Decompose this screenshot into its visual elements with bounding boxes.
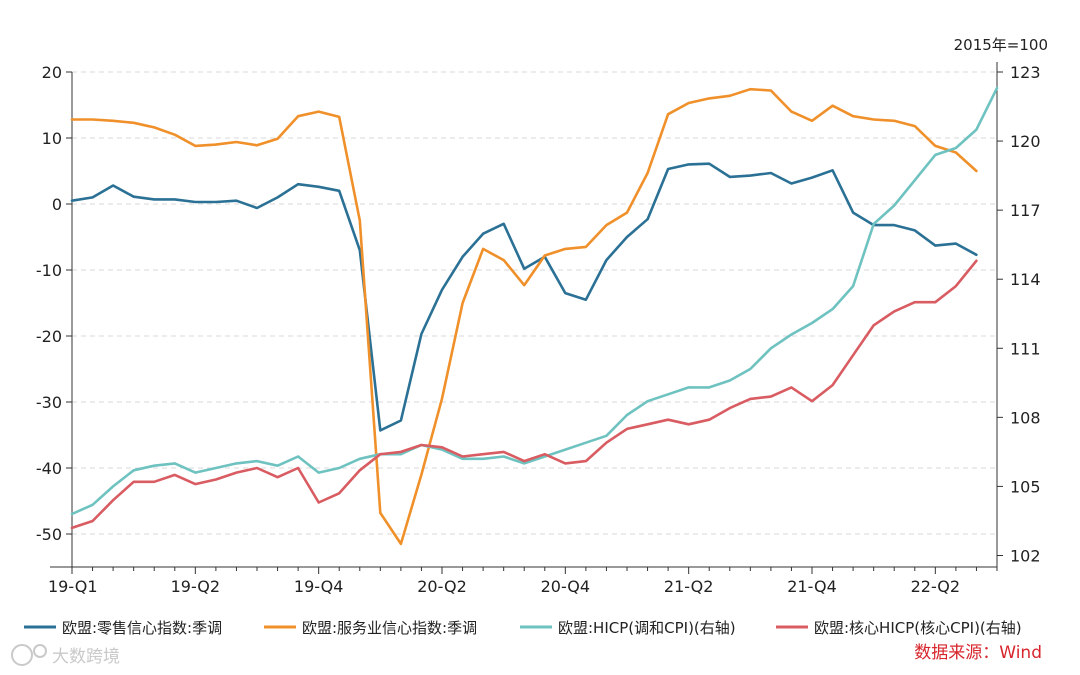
grid-lines — [72, 71, 997, 535]
left-tick-label: 20 — [42, 63, 62, 82]
legend-label: 欧盟:HICP(调和CPI)(右轴) — [558, 619, 736, 637]
legend-label: 欧盟:零售信心指数:季调 — [62, 619, 222, 637]
right-tick-label: 123 — [1010, 63, 1041, 82]
x-tick-label: 21-Q4 — [787, 577, 837, 596]
left-tick-label: -40 — [36, 459, 62, 478]
series-line-1 — [70, 162, 978, 432]
left-tick-label: -30 — [36, 393, 62, 412]
watermark-logo: 大数跨境 — [11, 644, 120, 667]
legend-label: 欧盟:核心HICP(核心CPI)(右轴) — [814, 619, 1022, 637]
data-source: 数据来源：Wind — [914, 643, 1042, 663]
series-line-3 — [70, 86, 999, 516]
x-axis-ticks: 19-Q1 19-Q2 19-Q4 20-Q2 20-Q4 21-Q2 21-Q4 22-Q2 — [48, 567, 998, 596]
right-tick-label: 108 — [1010, 408, 1041, 427]
x-tick-label: 20-Q4 — [541, 577, 591, 596]
x-tick-label: 19-Q2 — [171, 577, 221, 596]
right-tick-label: 114 — [1010, 270, 1041, 289]
legend: 欧盟:零售信心指数:季调 欧盟:服务业信心指数:季调 欧盟:HICP(调和CPI)(… — [24, 619, 1022, 637]
unit-note: 2015年=100 — [954, 36, 1048, 54]
left-tick-label: -50 — [36, 525, 62, 544]
right-tick-label: 102 — [1010, 546, 1041, 565]
series-line-4 — [70, 259, 978, 530]
watermark-icon — [11, 644, 33, 666]
watermark-icon-dot — [33, 644, 47, 658]
x-tick-label: 21-Q2 — [664, 577, 714, 596]
x-tick-label: 20-Q2 — [417, 577, 467, 596]
right-axis-ticks: 123 120 117 114 111 108 105 102 — [997, 63, 1041, 565]
series-lines — [70, 86, 999, 546]
legend-label: 欧盟:服务业信心指数:季调 — [302, 619, 477, 637]
right-tick-label: 117 — [1010, 201, 1041, 220]
left-tick-label: 0 — [52, 195, 62, 214]
right-tick-label: 120 — [1010, 132, 1041, 151]
left-tick-label: -10 — [36, 261, 62, 280]
x-tick-label: 19-Q4 — [294, 577, 344, 596]
x-tick-label: 22-Q2 — [911, 577, 961, 596]
x-tick-label: 19-Q1 — [48, 577, 98, 596]
left-axis-ticks: 20 10 0 -10 -20 -30 -40 -50 — [36, 63, 72, 544]
series-line-2 — [70, 87, 978, 546]
left-tick-label: -20 — [36, 327, 62, 346]
right-tick-label: 105 — [1010, 477, 1041, 496]
axes — [50, 62, 998, 568]
watermark-text: 大数跨境 — [52, 647, 120, 667]
right-tick-label: 111 — [1010, 339, 1041, 358]
left-tick-label: 10 — [42, 129, 62, 148]
